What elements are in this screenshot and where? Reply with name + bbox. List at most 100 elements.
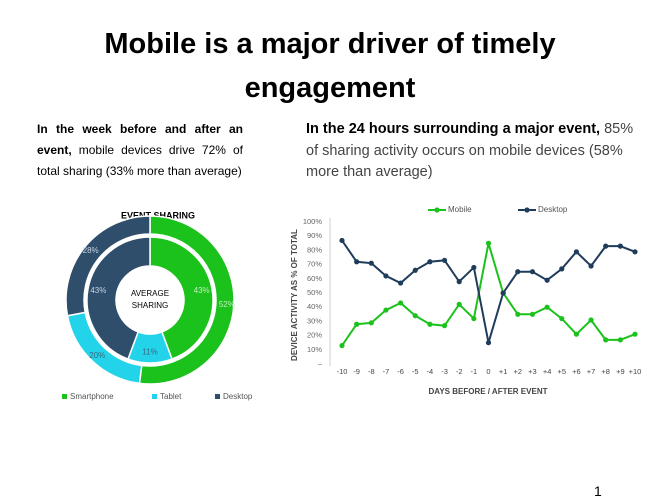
text-body: 85% of sharing activity occurs on mobile…: [306, 121, 634, 180]
series-point: [529, 269, 536, 275]
center-label: AVERAGE: [131, 289, 169, 298]
legend-swatch: [152, 394, 157, 399]
x-tick-label: +10: [629, 367, 642, 376]
series-point: [603, 243, 609, 249]
x-tick-label: -10: [337, 367, 348, 376]
x-tick-label: -5: [412, 367, 419, 376]
series-point: [471, 315, 477, 322]
donut-slice: [65, 215, 151, 317]
title-line: Mobile is a major driver of timely: [104, 28, 556, 60]
right-text: In the 24 hours surrounding a major even…: [306, 119, 642, 184]
legend-swatch: [62, 394, 67, 399]
series-point: [412, 313, 418, 319]
x-tick-label: -2: [456, 367, 463, 376]
y-tick-label: 60%: [307, 274, 322, 283]
series-point: [398, 280, 404, 286]
legend-label: Tablet: [160, 392, 182, 401]
series-point: [500, 290, 506, 296]
series-point: [441, 323, 448, 329]
series-point: [427, 259, 433, 265]
series-point: [559, 315, 565, 322]
series-point: [485, 340, 492, 346]
x-tick-label: +2: [514, 367, 523, 376]
series-point: [485, 240, 492, 246]
x-tick-label: -6: [397, 367, 404, 376]
legend-label: Desktop: [538, 205, 568, 214]
series-point: [588, 317, 594, 323]
x-tick-label: +8: [601, 367, 610, 376]
series-point: [412, 267, 418, 273]
series-point: [529, 311, 536, 317]
legend-marker: [434, 207, 440, 213]
y-tick-label: 70%: [307, 260, 322, 269]
y-tick-label: 50%: [307, 288, 322, 297]
x-tick-label: -4: [427, 367, 434, 376]
legend-marker: [524, 207, 530, 213]
series-point: [368, 320, 374, 326]
x-tick-label: +6: [572, 367, 581, 376]
series-point: [441, 257, 448, 263]
series-point: [632, 331, 638, 337]
series-point: [617, 243, 623, 249]
donut-slice: [86, 236, 151, 361]
y-tick-label: 80%: [307, 245, 322, 254]
x-tick-label: -7: [383, 367, 390, 376]
series-point: [354, 259, 360, 265]
legend-label: Mobile: [448, 205, 472, 214]
series-point: [588, 263, 594, 269]
series-point: [603, 337, 609, 343]
title-line: engagement: [244, 72, 416, 104]
series-line: [341, 239, 636, 343]
y-tick-label: 40%: [307, 302, 322, 311]
series-point: [573, 249, 580, 255]
center-label: SHARING: [132, 301, 168, 310]
series-point: [456, 279, 462, 285]
x-tick-label: +3: [528, 367, 537, 376]
y-tick-label: 10%: [307, 345, 322, 354]
text-lead: In the 24 hours surrounding a major even…: [306, 121, 601, 137]
text-body: mobile devices drive 72% of total sharin…: [37, 143, 243, 178]
series-point: [632, 249, 638, 255]
y-tick-label: 20%: [307, 331, 322, 340]
x-tick-label: +7: [587, 367, 596, 376]
page-number: 1: [594, 483, 602, 499]
slice-label: 20%: [89, 351, 105, 360]
series-point: [471, 264, 477, 271]
series-point: [354, 321, 360, 327]
series-point: [544, 304, 550, 310]
slice-label: 28%: [83, 246, 99, 255]
series-point: [398, 300, 404, 306]
donut-slice: [149, 236, 214, 361]
x-tick-label: +9: [616, 367, 625, 376]
charts: EVENT SHARING 52% 20% 28% 43% 11% 43% AVERAGE SH…: [62, 205, 642, 401]
x-tick-label: -1: [471, 367, 478, 376]
x-tick-label: -3: [441, 367, 448, 376]
x-tick-label: +5: [557, 367, 566, 376]
y-tick-label: 30%: [307, 316, 322, 325]
chart-title: EVENT SHARING: [121, 210, 195, 220]
series-point: [339, 237, 345, 244]
x-tick-label: 0: [486, 367, 490, 376]
x-tick-label: -9: [353, 367, 360, 376]
y-axis-title: DEVICE ACTIVITY AS % OF TOTAL: [290, 229, 299, 361]
slide-title: Mobile is a major driver of timely engag…: [0, 22, 660, 110]
series-point: [515, 269, 521, 275]
slice-label: 43%: [90, 286, 106, 295]
series-point: [617, 337, 623, 343]
slice-label: 43%: [194, 286, 210, 295]
left-text: In the week before and after an event, m…: [37, 119, 243, 182]
series-point: [339, 342, 345, 349]
legend-label: Smartphone: [70, 392, 114, 401]
x-tick-label: +1: [499, 367, 508, 376]
legend-label: Desktop: [223, 392, 253, 401]
series-point: [515, 311, 521, 317]
x-axis-title: DAYS BEFORE / AFTER EVENT: [429, 387, 548, 396]
slice-label: 11%: [142, 348, 157, 357]
series-point: [383, 273, 389, 279]
series-point: [368, 260, 374, 266]
y-tick-label: 100%: [303, 217, 323, 226]
slice-label: 52%: [219, 300, 235, 309]
series-point: [559, 266, 565, 272]
x-tick-label: +4: [543, 367, 552, 376]
